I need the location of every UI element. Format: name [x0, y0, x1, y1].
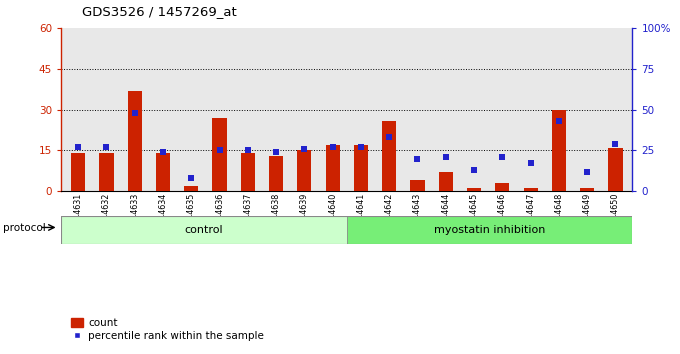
Bar	[551, 110, 566, 191]
Bar	[128, 91, 142, 191]
Bar	[439, 172, 453, 191]
Bar	[71, 153, 85, 191]
Bar	[524, 188, 538, 191]
Legend: count, percentile rank within the sample: count, percentile rank within the sample	[67, 314, 269, 345]
Text: control: control	[185, 225, 223, 235]
Bar	[347, 216, 632, 244]
Bar	[580, 188, 594, 191]
Text: myostatin inhibition: myostatin inhibition	[434, 225, 545, 235]
Bar	[495, 183, 509, 191]
Text: protocol: protocol	[3, 223, 46, 233]
Bar	[354, 145, 368, 191]
Bar	[467, 188, 481, 191]
Bar	[241, 153, 255, 191]
Bar	[269, 156, 283, 191]
Bar	[297, 150, 311, 191]
Bar	[61, 216, 347, 244]
Bar	[156, 153, 170, 191]
Bar	[609, 148, 622, 191]
Bar	[184, 186, 199, 191]
Bar	[99, 153, 114, 191]
Bar	[326, 145, 340, 191]
Bar	[411, 180, 424, 191]
Bar	[382, 121, 396, 191]
Bar	[212, 118, 226, 191]
Text: GDS3526 / 1457269_at: GDS3526 / 1457269_at	[82, 5, 237, 18]
